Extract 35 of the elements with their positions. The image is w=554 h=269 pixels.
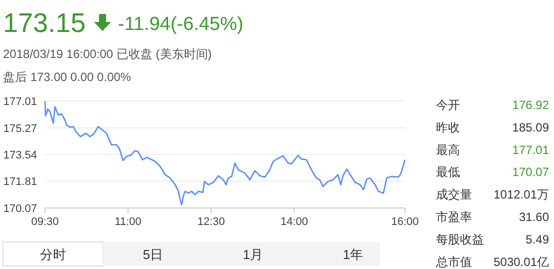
y-tick-label: 173.54: [3, 150, 37, 162]
text: 1年: [342, 247, 364, 262]
x-tick-label: 16:00: [391, 216, 419, 228]
x-tick-label: 11:00: [114, 216, 142, 228]
text: 总市值: [435, 254, 472, 269]
text: 1月: [242, 247, 264, 262]
y-tick-label: 177.01: [3, 96, 37, 108]
text: 5030.01亿: [494, 254, 549, 269]
text: 31.60: [518, 210, 550, 224]
text: 昨收: [436, 120, 460, 134]
text: 5.49: [526, 232, 550, 246]
text: 2018/03/19 16:00:00 已收盘 (美东时间): [3, 47, 212, 61]
line-series: [44, 100, 406, 206]
text: 177.01: [512, 142, 550, 157]
text: 最低: [436, 165, 460, 180]
text: 盘后 173.00 0.00 0.00%: [3, 70, 132, 84]
y-tick-label: 175.27: [3, 122, 37, 135]
text: 185.09: [512, 120, 550, 134]
text: 最高: [436, 142, 460, 157]
text: 分时: [40, 247, 66, 262]
y-tick-label: 171.81: [3, 176, 37, 188]
text: 1012.01万: [494, 188, 549, 202]
text: 5日: [142, 247, 164, 262]
chart-title: 173.15: [3, 8, 86, 38]
y-tick-label: 170.07: [3, 203, 37, 215]
text: 170.07: [512, 165, 550, 180]
x-tick-label: 14:00: [280, 216, 308, 228]
x-tick-label: 12:30: [197, 216, 225, 228]
x-tick-label: 09:30: [31, 216, 59, 228]
text: 176.92: [512, 98, 550, 112]
text: 今开: [436, 98, 460, 112]
text: 每股收益: [436, 232, 484, 246]
text: 成交量: [436, 188, 472, 202]
text: 市盈率: [436, 210, 472, 224]
text: -11.94(-6.45%): [118, 14, 244, 35]
